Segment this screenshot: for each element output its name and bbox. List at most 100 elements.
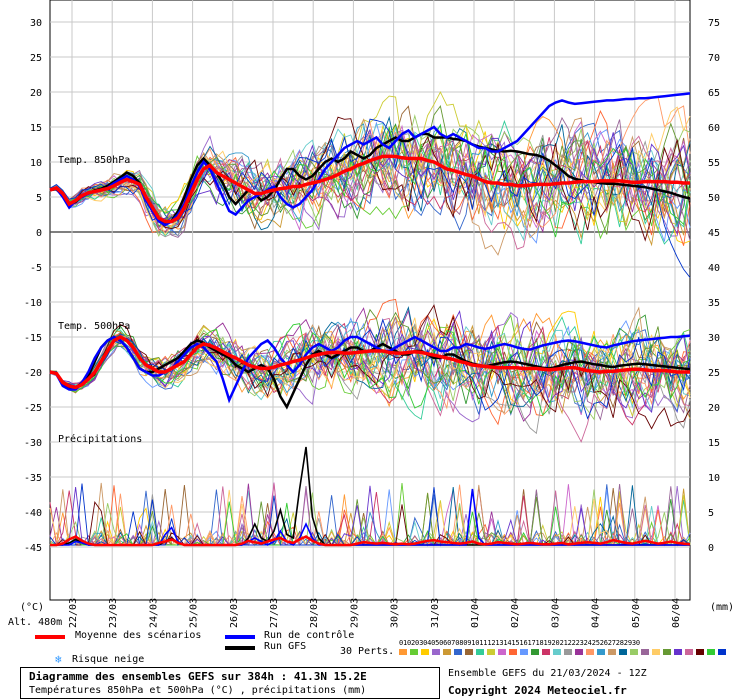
member-14-precip-line	[49, 486, 690, 547]
legend-perts-label: 30 Perts.	[340, 646, 395, 657]
member-swatch-09	[487, 649, 495, 655]
member-swatch-27	[685, 649, 693, 655]
member-swatch-29	[707, 649, 715, 655]
left-tick-label: 10	[30, 158, 42, 169]
legend-mean-swatch	[35, 635, 65, 639]
mean-t850-line	[49, 154, 690, 224]
legend-oper-label: Run GFS	[264, 641, 307, 652]
member-number-row: 0102030405060708091011121314151617181920…	[399, 639, 640, 647]
member-27-t850-line	[49, 131, 691, 250]
date-tick-label: 26/03	[229, 598, 240, 628]
panel-label-t850: Temp. 850hPa	[58, 155, 130, 166]
right-tick-label: 5	[708, 508, 714, 519]
member-swatch-03	[421, 649, 429, 655]
date-tick-label: 31/03	[430, 598, 441, 628]
member-swatch-13	[531, 649, 539, 655]
date-tick-label: 05/04	[631, 598, 642, 628]
right-tick-label: 35	[708, 298, 720, 309]
member-swatch-22	[630, 649, 638, 655]
member-swatch-11	[509, 649, 517, 655]
member-swatch-19	[597, 649, 605, 655]
member-16-t500-line	[49, 323, 691, 435]
member-27-t500-line	[49, 317, 691, 443]
member-24-t500-line	[49, 317, 691, 402]
copyright: Copyright 2024 Meteociel.fr	[448, 684, 627, 697]
left-tick-label: 15	[30, 123, 42, 134]
date-tick-label: 23/03	[108, 598, 119, 628]
date-tick-label: 22/03	[68, 598, 79, 628]
legend-mean-label: Moyenne des scénarios	[75, 630, 202, 641]
member-swatch-24	[652, 649, 660, 655]
left-tick-label: -40	[24, 508, 42, 519]
date-tick-label: 25/03	[189, 598, 200, 628]
date-tick-label: 03/04	[550, 598, 561, 628]
member-swatch-17	[575, 649, 583, 655]
left-tick-label: -25	[24, 403, 42, 414]
title-box: Diagramme des ensembles GEFS sur 384h : …	[20, 667, 440, 699]
right-tick-label: 70	[708, 53, 720, 64]
member-swatch-15	[553, 649, 561, 655]
mean-t500-line	[49, 335, 690, 390]
right-tick-label: 45	[708, 228, 720, 239]
member-swatch-07	[465, 649, 473, 655]
member-swatch-30	[718, 649, 726, 655]
mean-precip-line	[50, 535, 691, 547]
member-swatch-02	[410, 649, 418, 655]
snowflake-icon: ❄	[55, 653, 62, 666]
date-axis: 22/03 23/03 24/03 25/03 26/03 27/03 28/03 29/03…	[68, 598, 682, 628]
member-swatch-18	[586, 649, 594, 655]
chart-title: Diagramme des ensembles GEFS sur 384h : …	[29, 670, 367, 683]
legend-oper-swatch	[225, 646, 255, 650]
panel-label-t500: Temp. 500hPa	[58, 321, 130, 332]
legend: Moyenne des scénarios Run de contrôle Ru…	[0, 628, 740, 700]
right-unit-label: (mm)	[710, 602, 734, 613]
control-precip-line	[50, 488, 690, 547]
left-tick-label: -5	[30, 263, 42, 274]
right-tick-label: 75	[708, 18, 720, 29]
main-runs	[49, 92, 691, 547]
date-tick-label: 30/03	[390, 598, 401, 628]
right-tick-label: 40	[708, 263, 720, 274]
right-tick-label: 30	[708, 333, 720, 344]
left-tick-label: 5	[36, 193, 42, 204]
member-swatch-06	[454, 649, 462, 655]
chart-subtitle: Températures 850hPa et 500hPa (°C) , pré…	[29, 685, 367, 696]
member-swatch-20	[608, 649, 616, 655]
control-t500-line	[49, 334, 691, 404]
member-swatch-04	[432, 649, 440, 655]
member-08-t850-line	[49, 119, 691, 245]
legend-control-label: Run de contrôle	[264, 630, 355, 641]
member-30-t500-line	[49, 318, 691, 420]
date-tick-label: 01/04	[470, 598, 481, 628]
member-26-t500-line	[49, 310, 691, 413]
member-swatch-05	[443, 649, 451, 655]
left-tick-label: 30	[30, 18, 42, 29]
date-tick-label: 27/03	[269, 598, 280, 628]
left-tick-label: 25	[30, 53, 42, 64]
left-unit-label: (°C)	[20, 602, 44, 613]
legend-control-swatch	[225, 635, 255, 639]
member-swatch-23	[641, 649, 649, 655]
date-tick-label: 06/04	[671, 598, 682, 628]
left-tick-label: -15	[24, 333, 42, 344]
member-swatch-10	[498, 649, 506, 655]
altitude-label: Alt. 480m	[8, 617, 62, 628]
plot-frame	[49, 0, 691, 601]
right-tick-label: 0	[708, 543, 714, 554]
right-tick-label: 25	[708, 368, 720, 379]
left-tick-label: -10	[24, 298, 42, 309]
right-tick-label: 65	[708, 88, 720, 99]
right-tick-label: 20	[708, 403, 720, 414]
member-swatch-28	[696, 649, 704, 655]
right-tick-label: 55	[708, 158, 720, 169]
member-25-t500-line	[49, 308, 691, 398]
date-tick-label: 04/04	[591, 598, 602, 628]
member-28-t500-line	[49, 304, 691, 430]
member-08-t500-line	[49, 316, 691, 420]
panel-label-precip: Précipitations	[58, 433, 142, 445]
member-swatch-12	[520, 649, 528, 655]
left-tick-label: -35	[24, 473, 42, 484]
left-tick-label: -20	[24, 368, 42, 379]
